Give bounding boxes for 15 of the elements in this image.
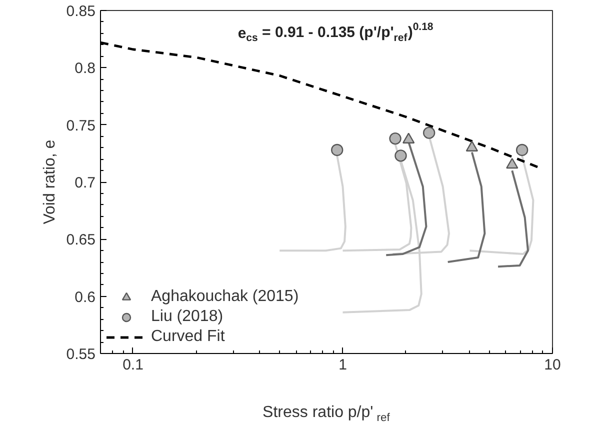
y-tick-label: 0.8 xyxy=(74,60,96,78)
x-axis-title: Stress ratio p/p'ref xyxy=(262,404,391,424)
y-tick-label: 0.6 xyxy=(74,288,96,306)
x-tick-label: 10 xyxy=(544,356,561,374)
legend-label: Aghakouchak (2015) xyxy=(151,288,299,306)
y-tick-label: 0.85 xyxy=(66,3,96,20)
y-tick-label: 0.65 xyxy=(66,232,96,249)
legend-label: Liu (2018) xyxy=(151,308,224,326)
y-tick-label: 0.55 xyxy=(66,346,96,363)
x-tick-label: 1 xyxy=(338,356,347,374)
y-tick-label: 0.7 xyxy=(74,174,96,192)
y-tick-label: 0.75 xyxy=(66,117,96,134)
y-axis-title: Void ratio, e xyxy=(41,140,58,224)
legend-label: Curved Fit xyxy=(151,328,225,346)
x-tick-label: 0.1 xyxy=(122,356,144,374)
